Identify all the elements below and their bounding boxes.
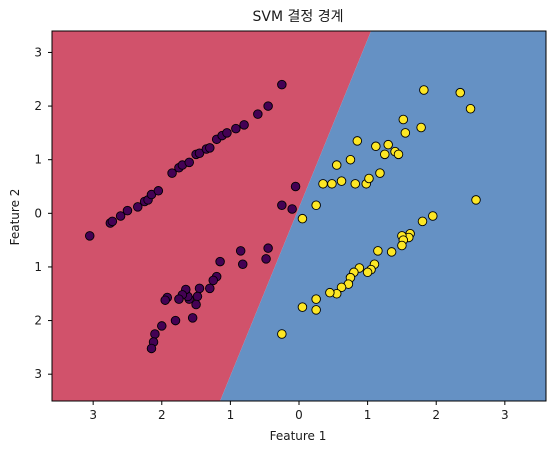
data-point-class-0: [261, 254, 271, 264]
data-point-class-1: [277, 329, 287, 339]
data-point-class-1: [352, 136, 363, 146]
data-point-class-0: [84, 231, 95, 241]
x-tick-label: 1: [227, 408, 235, 422]
data-point-class-0: [287, 204, 297, 214]
plot-area: 3 2 1 0 1 2 3 3 2 1 0 1 2 3: [34, 30, 547, 422]
data-point-class-1: [297, 302, 308, 312]
data-point-class-1: [325, 287, 335, 298]
data-point-class-1: [350, 179, 361, 189]
data-point-class-0: [231, 123, 241, 134]
data-point-class-1: [345, 154, 356, 165]
data-point-class-1: [380, 149, 390, 160]
data-point-class-0: [160, 295, 170, 305]
data-point-class-1: [371, 141, 381, 152]
scatter-points: [84, 79, 481, 354]
data-point-class-0: [184, 157, 194, 168]
data-point-class-1: [373, 246, 383, 256]
data-point-class-1: [331, 160, 342, 170]
y-tick-label: 1: [34, 153, 42, 167]
data-point-class-0: [215, 256, 225, 267]
data-point-class-0: [263, 243, 273, 253]
data-point-class-1: [327, 179, 337, 189]
data-point-class-1: [311, 294, 321, 304]
data-point-class-1: [336, 176, 347, 186]
data-point-class-0: [133, 202, 143, 212]
data-point-class-0: [191, 299, 201, 310]
data-point-class-0: [115, 211, 126, 221]
data-point-class-1: [465, 104, 476, 114]
data-point-class-0: [205, 143, 215, 153]
data-point-class-0: [277, 200, 287, 211]
data-point-class-0: [239, 120, 249, 130]
x-axis-title: Feature 1: [270, 429, 327, 443]
x-tick-label: 3: [501, 408, 509, 422]
data-point-class-1: [364, 173, 374, 184]
data-point-class-1: [383, 139, 393, 150]
data-point-class-0: [170, 315, 181, 326]
data-point-class-1: [336, 282, 347, 293]
data-point-class-1: [297, 213, 308, 224]
data-point-class-1: [428, 211, 438, 221]
data-point-class-0: [146, 343, 157, 354]
data-point-class-0: [107, 216, 118, 227]
region-class-0: [52, 31, 372, 401]
data-point-class-0: [235, 246, 246, 256]
chart-title: SVM 결정 경계: [253, 9, 344, 25]
data-point-class-1: [419, 85, 429, 95]
data-point-class-0: [205, 283, 215, 294]
data-point-class-0: [153, 186, 164, 196]
data-point-class-1: [397, 240, 407, 251]
data-point-class-1: [416, 122, 426, 133]
data-point-class-1: [375, 168, 385, 178]
data-point-class-0: [253, 109, 263, 119]
x-tick-label: 2: [158, 408, 166, 422]
data-point-class-1: [400, 128, 411, 138]
data-point-class-0: [150, 329, 160, 339]
y-axis-title: Feature 2: [8, 189, 22, 246]
data-point-class-0: [263, 101, 273, 111]
data-point-class-0: [122, 205, 133, 216]
x-tick-label: 3: [89, 408, 97, 422]
data-point-class-1: [417, 216, 428, 227]
y-tick-label: 2: [34, 314, 42, 328]
data-point-class-0: [167, 168, 177, 178]
data-point-class-1: [398, 114, 409, 125]
data-point-class-0: [208, 275, 218, 286]
data-point-class-1: [311, 200, 321, 211]
y-tick-label: 0: [34, 206, 42, 220]
data-point-class-0: [174, 294, 184, 304]
data-point-class-1: [362, 267, 373, 278]
y-tick-label: 2: [34, 99, 42, 113]
data-point-class-0: [290, 181, 301, 192]
data-point-class-1: [311, 305, 321, 315]
data-point-class-0: [237, 259, 248, 270]
x-tick-label: 1: [364, 408, 372, 422]
data-point-class-0: [277, 79, 287, 90]
data-point-class-1: [393, 149, 404, 160]
data-point-class-1: [471, 195, 481, 205]
data-point-class-1: [386, 247, 397, 257]
y-tick-label: 3: [34, 45, 42, 59]
y-tick-label: 3: [34, 367, 42, 381]
data-point-class-0: [222, 128, 232, 138]
data-point-class-0: [194, 148, 205, 159]
data-point-class-1: [318, 179, 328, 189]
data-point-class-0: [157, 321, 167, 331]
y-tick-label: 1: [34, 260, 42, 274]
data-point-class-0: [187, 313, 198, 323]
data-point-class-0: [192, 291, 203, 302]
data-point-class-1: [455, 87, 465, 98]
x-tick-label: 2: [432, 408, 440, 422]
x-tick-label: 0: [295, 408, 303, 422]
data-point-class-0: [194, 283, 205, 294]
